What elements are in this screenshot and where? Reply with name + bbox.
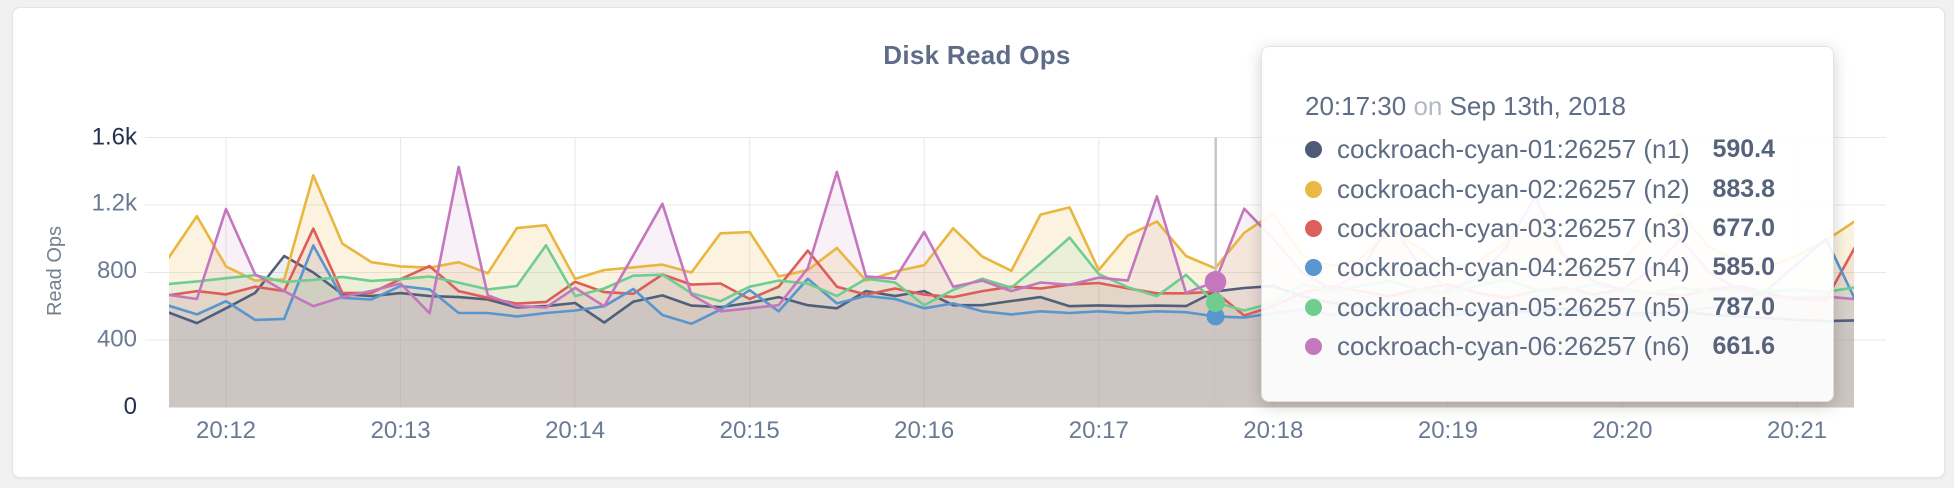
svg-text:20:17: 20:17 [1069,417,1129,444]
svg-text:Read Ops: Read Ops [44,226,66,316]
svg-text:20:18: 20:18 [1243,417,1303,444]
svg-text:20:12: 20:12 [196,417,256,444]
svg-text:20:13: 20:13 [371,417,431,444]
svg-text:400: 400 [97,326,137,353]
svg-text:20:21: 20:21 [1767,417,1827,444]
svg-text:20:14: 20:14 [545,417,605,444]
svg-text:1.6k: 1.6k [92,124,138,151]
svg-text:20:19: 20:19 [1418,417,1478,444]
svg-text:20:15: 20:15 [720,417,780,444]
svg-text:1.2k: 1.2k [92,190,138,217]
svg-text:800: 800 [97,257,137,284]
svg-text:0: 0 [124,393,137,420]
svg-text:20:16: 20:16 [894,417,954,444]
svg-text:20:20: 20:20 [1592,417,1652,444]
